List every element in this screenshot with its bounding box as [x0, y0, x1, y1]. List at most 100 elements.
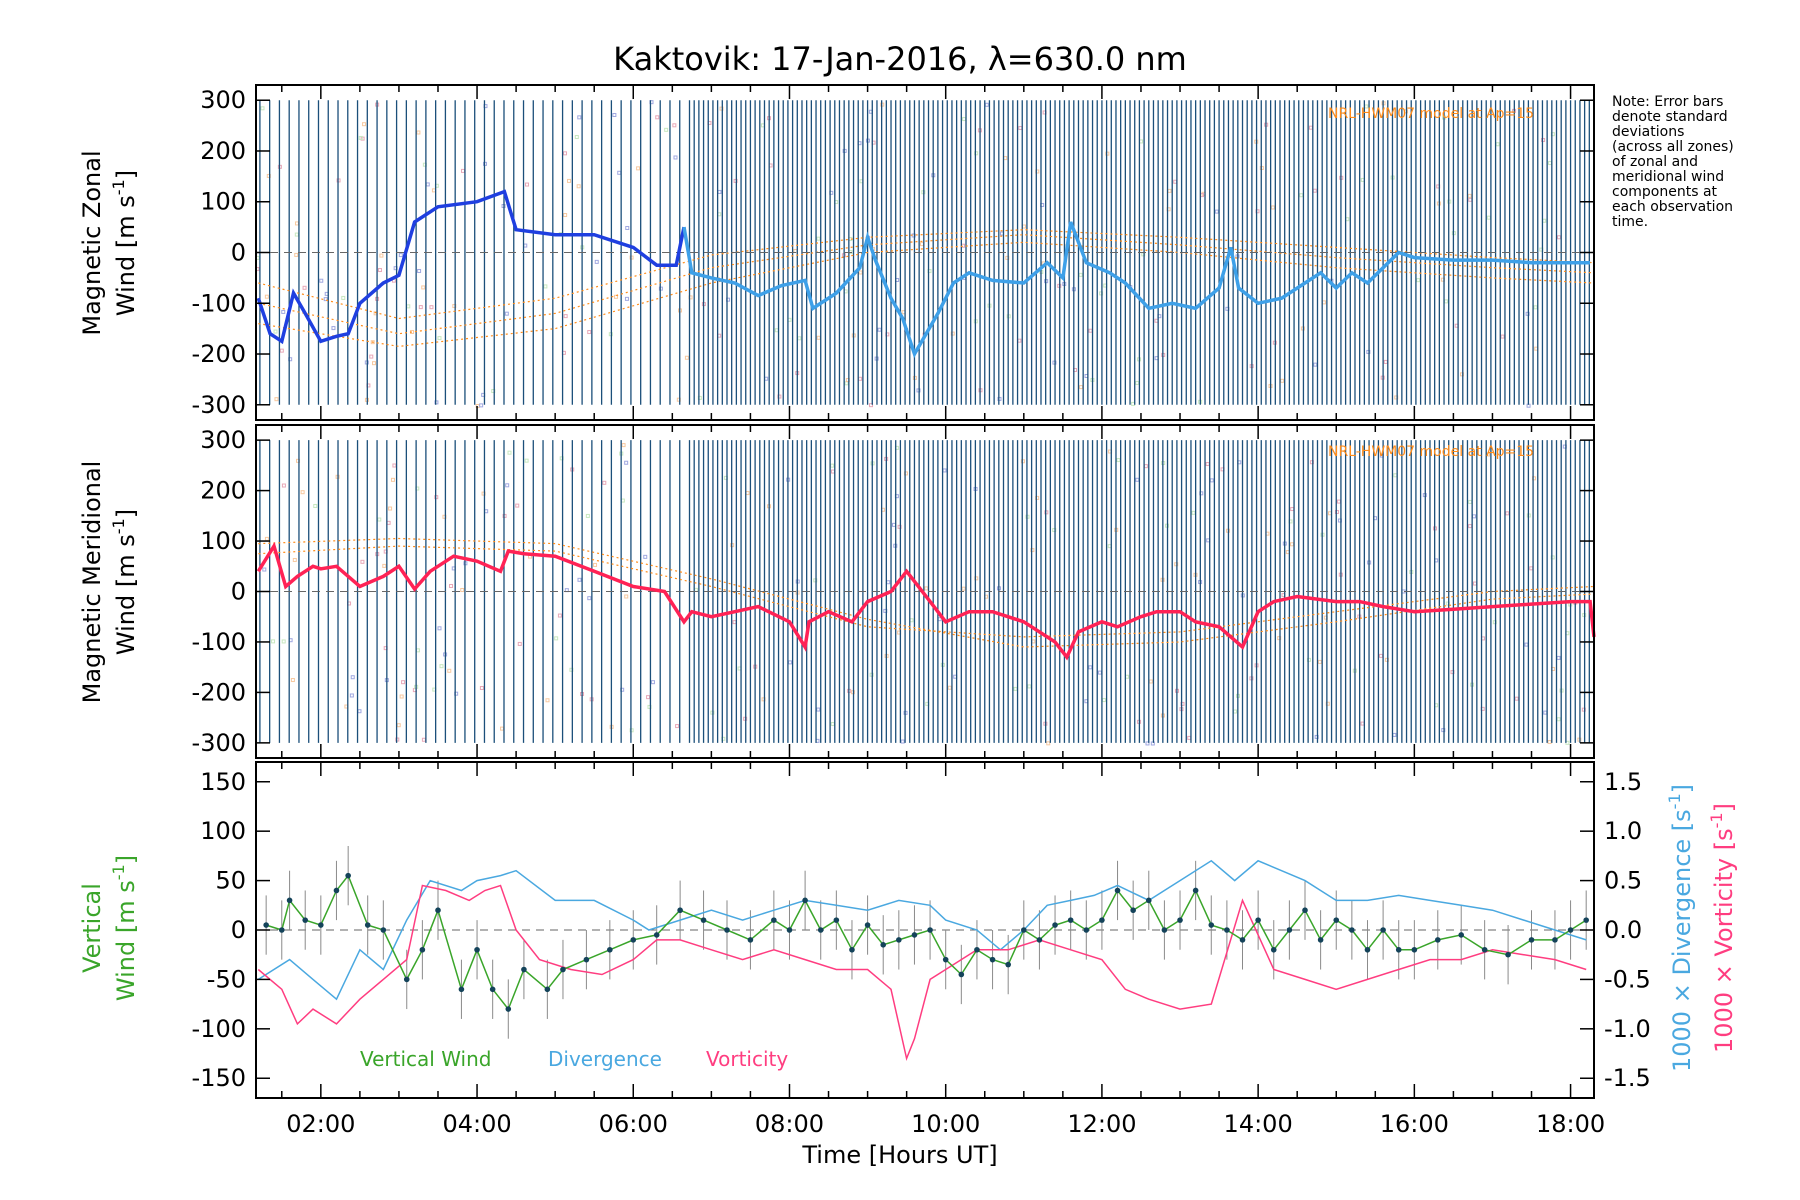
vertical-wind-point [786, 927, 793, 933]
vertical-wind-point [1021, 927, 1027, 933]
vertical-wind-point [286, 897, 293, 904]
scatter-point [515, 503, 520, 508]
scatter-point [1214, 209, 1219, 214]
vertical-wind-point [802, 897, 808, 904]
scatter-point [574, 135, 579, 140]
model-curve [258, 545, 1595, 638]
y-right-tick-label: 1.0 [1604, 817, 1642, 845]
scatter-point [1078, 272, 1083, 277]
scatter-point [664, 127, 669, 132]
vertical-wind-point [896, 937, 902, 943]
scatter-point [593, 562, 598, 567]
scatter-point [1393, 473, 1398, 478]
vertical-wind-point [630, 937, 637, 943]
scatter-point [290, 678, 295, 683]
vertical-wind-point [1411, 946, 1418, 953]
divergence-ylabel: 1000 × Divergence [s-1] [1665, 784, 1696, 1072]
scatter-point [431, 188, 436, 193]
y-tick-label: 150 [200, 768, 246, 796]
scatter-point [869, 672, 874, 677]
scatter-point [447, 668, 452, 673]
vertical-wind-point [318, 922, 324, 928]
vertical-wind-point [560, 966, 566, 973]
y-tick-label: -150 [192, 1064, 246, 1092]
x-axis-label: Time [Hours UT] [801, 1141, 997, 1169]
scatter-point [1556, 655, 1561, 660]
scatter-point [1542, 218, 1547, 223]
right-ylabels: 1000 × Divergence [s-1] 1000 × Vorticity… [1665, 784, 1738, 1072]
scatter-point [1105, 151, 1110, 156]
scatter-point [816, 236, 821, 241]
scatter-point [1046, 741, 1051, 746]
scatter-point [1441, 728, 1446, 733]
vertical-wind-point [849, 946, 855, 953]
vertical-wind-point [927, 927, 933, 933]
scatter-point [585, 513, 590, 518]
vertical-wind-point [724, 927, 730, 933]
scatter-point [612, 112, 617, 117]
scatter-point [319, 278, 324, 283]
vertical-wind-point [1192, 887, 1199, 894]
scatter-point [372, 361, 377, 366]
model-curve [258, 537, 1595, 648]
scatter-point [1557, 235, 1562, 240]
vertical-wind-point [771, 917, 777, 923]
scatter-point [900, 739, 905, 744]
scatter-point [507, 450, 512, 455]
scatter-point [524, 458, 529, 463]
y-tick-label: -300 [192, 391, 246, 419]
scatter-point [271, 639, 276, 644]
scatter-point [1547, 161, 1552, 166]
scatter-point [984, 102, 989, 107]
zonal-ylabel-line2: Wind [m s-1] [109, 170, 140, 316]
scatter-point [961, 586, 966, 591]
scatter-point [281, 639, 286, 644]
scatter-point [302, 285, 307, 290]
y-tick-label: 100 [200, 817, 246, 845]
scatter-point [1209, 478, 1214, 483]
scatter-point [1205, 462, 1210, 467]
series-line [682, 221, 1591, 359]
scatter-point [636, 166, 641, 171]
vertical-wind-point [435, 907, 441, 914]
scatter-point [1383, 359, 1388, 364]
vertical-ylabel-line2: Wind [m s-1] [109, 855, 140, 1001]
scatter-point [1321, 300, 1326, 305]
scatter-point [1334, 510, 1339, 515]
zonal-ylabel: Magnetic Zonal Wind [m s-1] [78, 150, 140, 335]
y-right-tick-label: -0.5 [1604, 965, 1651, 993]
vertical-wind-point [747, 937, 754, 943]
scatter-point [439, 664, 444, 669]
vertical-wind-point [1552, 937, 1558, 943]
meridional-ylabel-line1: Magnetic Meridional [78, 461, 106, 704]
note-line-9: time. [1612, 214, 1648, 230]
vertical-ylabel-line1: Vertical [78, 883, 106, 973]
x-tick-label: 08:00 [755, 1110, 824, 1138]
scatter-point [1031, 639, 1036, 644]
scatter-point [1099, 291, 1104, 296]
scatter-point [1030, 548, 1035, 553]
y-tick-label: 100 [200, 527, 246, 555]
scatter-point [386, 520, 391, 525]
vertical-wind-point [419, 946, 426, 953]
scatter-point [624, 296, 629, 301]
scatter-point [1468, 197, 1473, 202]
y-tick-label: 200 [200, 137, 246, 165]
scatter-point [1492, 620, 1497, 625]
y-tick-label: 300 [200, 426, 246, 454]
scatter-point [1135, 380, 1140, 385]
vertical-wind-point [1083, 927, 1090, 933]
scatter-point [816, 707, 821, 712]
scatter-point [505, 483, 510, 488]
scatter-point [1299, 193, 1304, 198]
scatter-point [1467, 193, 1472, 198]
scatter-point [523, 243, 528, 248]
zonal-panel: 300 200 100 0 -100 -200 -300 [192, 84, 1595, 421]
scatter-point [525, 182, 530, 187]
y-right-tick-label: 0.5 [1604, 867, 1642, 895]
scatter-point [621, 443, 626, 448]
vertical-wind-point [403, 976, 410, 983]
series-line [256, 189, 686, 345]
scatter-point [382, 563, 387, 568]
scatter-point [1533, 305, 1538, 310]
